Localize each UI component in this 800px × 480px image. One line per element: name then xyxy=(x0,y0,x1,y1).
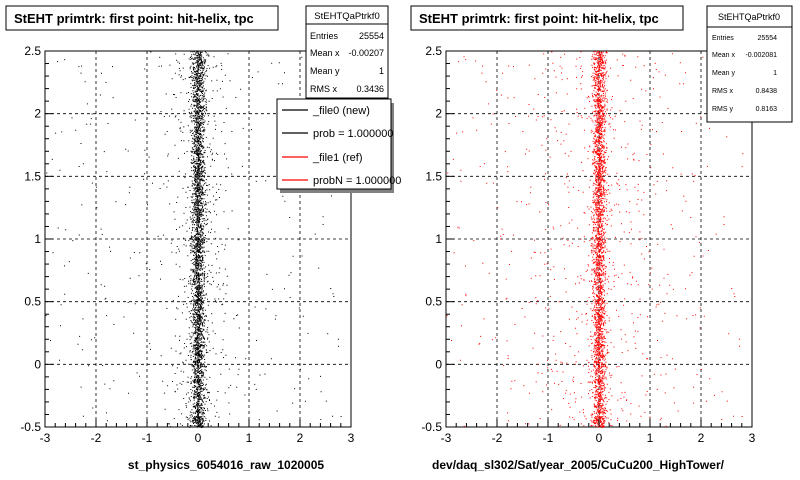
right-title-box xyxy=(410,5,684,31)
y-tick-label: 1 xyxy=(435,232,442,246)
right-stats-value-0: 25554 xyxy=(758,35,778,42)
right-stats-value-2: 1 xyxy=(773,70,777,77)
legend-label-0: _file0 (new) xyxy=(312,105,370,117)
right-stats-value-3: 0.8438 xyxy=(756,88,778,95)
y-tick-label: -0.5 xyxy=(20,420,41,434)
right-stats-value-1: -0.002081 xyxy=(745,52,777,59)
x-tick-label: -1 xyxy=(142,431,153,445)
x-tick-label: -1 xyxy=(543,431,554,445)
y-tick-label: 1.5 xyxy=(425,169,442,183)
x-tick-label: 2 xyxy=(698,431,705,445)
x-tick-label: 1 xyxy=(246,431,253,445)
y-tick-label: 2.5 xyxy=(24,44,41,58)
left-panel: StEHT primtrk: first point: hit-helix, t… xyxy=(5,5,401,472)
y-tick-label: 0 xyxy=(435,357,442,371)
left-stats-value-3: 0.3436 xyxy=(356,84,384,94)
left-scatter-points xyxy=(45,51,352,428)
x-tick-label: -2 xyxy=(492,431,503,445)
y-tick-label: 0.5 xyxy=(24,295,41,309)
right-stats-label-4: RMS y xyxy=(712,106,734,113)
y-tick-label: -0.5 xyxy=(421,420,442,434)
legend-label-2: _file1 (ref) xyxy=(312,152,363,164)
x-tick-label: 0 xyxy=(195,431,202,445)
right-stats-box: StEHTQaPtrkf0 Entries 25554 Mean x -0.00… xyxy=(706,5,793,123)
left-stats-label-2: Mean y xyxy=(310,66,340,76)
left-stats-label-0: Entries xyxy=(310,31,339,41)
left-stats-box: StEHTQaPtrkf0 Entries 25554 Mean x -0.00… xyxy=(305,5,389,99)
x-tick-label: -2 xyxy=(91,431,102,445)
x-tick-label: 2 xyxy=(297,431,304,445)
right-y-ticks: -0.5 0 0.5 1 1.5 2 2.5 xyxy=(421,44,454,434)
left-stats-label-3: RMS x xyxy=(310,84,338,94)
right-stats-label-0: Entries xyxy=(712,35,734,42)
right-x-axis-label: dev/daq_sl302/Sat/year_2005/CuCu200_High… xyxy=(432,458,725,472)
x-tick-label: -3 xyxy=(441,431,452,445)
right-x-ticks: -3 -2 -1 0 1 2 3 xyxy=(441,419,756,445)
x-tick-label: -3 xyxy=(40,431,51,445)
left-y-ticks: -0.5 0 0.5 1 1.5 2 2.5 xyxy=(20,44,53,434)
left-x-ticks: -3 -2 -1 0 1 2 3 xyxy=(40,419,355,445)
right-stats-label-1: Mean x xyxy=(712,52,735,59)
left-stats-value-1: -0.00207 xyxy=(348,48,384,58)
legend-label-3: probN = 1.000000 xyxy=(313,175,401,187)
scatter-series-1 xyxy=(446,51,753,428)
scatter-series-0 xyxy=(45,51,352,428)
left-title: StEHT primtrk: first point: hit-helix, t… xyxy=(14,11,254,26)
y-tick-label: 2 xyxy=(435,107,442,121)
y-tick-label: 0.5 xyxy=(425,295,442,309)
legend-label-1: prob = 1.000000 xyxy=(313,128,393,140)
right-stats-value-4: 0.8163 xyxy=(756,106,778,113)
y-tick-label: 1.5 xyxy=(24,169,41,183)
left-stats-name: StEHTQaPtrkf0 xyxy=(314,11,379,22)
legend: _file0 (new) prob = 1.000000 _file1 (ref… xyxy=(276,98,401,193)
x-tick-label: 3 xyxy=(348,431,355,445)
left-stats-value-0: 25554 xyxy=(359,31,384,41)
y-tick-label: 2 xyxy=(34,107,41,121)
x-tick-label: 0 xyxy=(596,431,603,445)
left-stats-label-1: Mean x xyxy=(310,48,340,58)
right-panel: StEHT primtrk: first point: hit-helix, t… xyxy=(410,5,793,472)
left-x-axis-label: st_physics_6054016_raw_1020005 xyxy=(128,458,324,472)
right-stats-label-2: Mean y xyxy=(712,70,735,77)
y-tick-label: 0 xyxy=(34,357,41,371)
left-title-box xyxy=(5,5,279,31)
right-stats-name: StEHTQaPtrkf0 xyxy=(718,12,780,22)
x-tick-label: 3 xyxy=(749,431,756,445)
right-scatter-points xyxy=(446,51,753,428)
right-stats-label-3: RMS x xyxy=(712,88,734,95)
left-stats-value-2: 1 xyxy=(379,66,384,76)
x-tick-label: 1 xyxy=(647,431,654,445)
y-tick-label: 2.5 xyxy=(425,44,442,58)
y-tick-label: 1 xyxy=(34,232,41,246)
right-title: StEHT primtrk: first point: hit-helix, t… xyxy=(419,11,659,26)
